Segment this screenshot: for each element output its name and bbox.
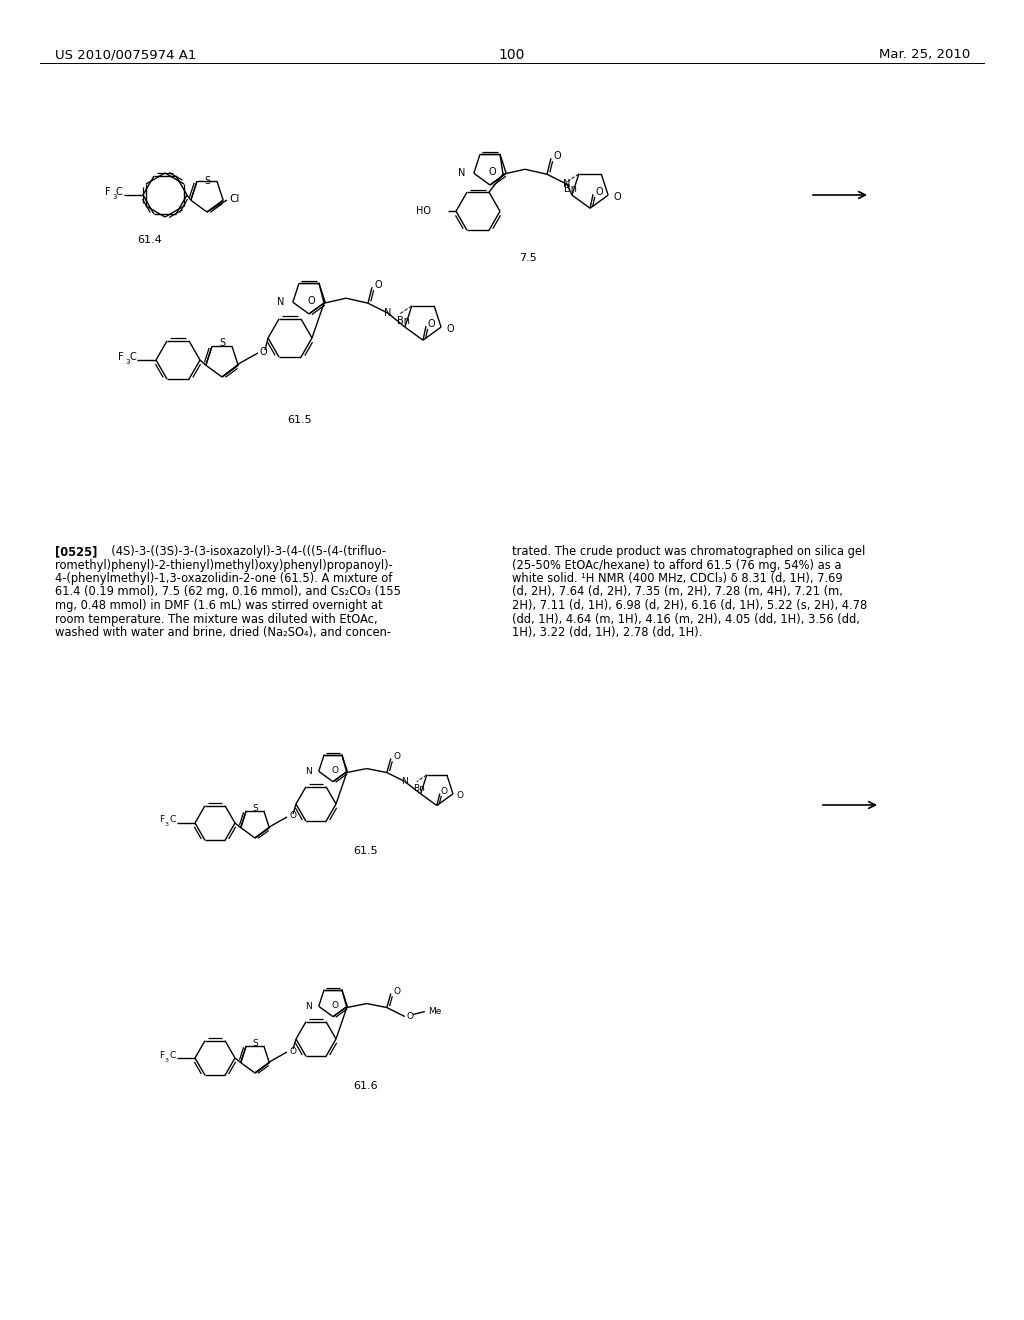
Text: N: N (459, 168, 466, 178)
Text: 61.4 (0.19 mmol), 7.5 (62 mg, 0.16 mmol), and Cs₂CO₃ (155: 61.4 (0.19 mmol), 7.5 (62 mg, 0.16 mmol)… (55, 586, 401, 598)
Text: N: N (305, 1002, 311, 1011)
Text: trated. The crude product was chromatographed on silica gel: trated. The crude product was chromatogr… (512, 545, 865, 558)
Text: O: O (407, 1012, 414, 1022)
Text: O: O (289, 812, 296, 821)
Text: O: O (260, 347, 267, 356)
Text: S: S (204, 177, 210, 186)
Text: F: F (118, 352, 124, 362)
Text: Me: Me (428, 1007, 441, 1016)
Text: O: O (488, 168, 496, 177)
Text: O: O (554, 152, 561, 161)
Text: (4S)-3-((3S)-3-(3-isoxazolyl)-3-(4-(((5-(4-(trifluo-: (4S)-3-((3S)-3-(3-isoxazolyl)-3-(4-(((5-… (104, 545, 386, 558)
Text: C: C (169, 1051, 175, 1060)
Text: 3: 3 (125, 359, 129, 366)
Text: 61.5: 61.5 (288, 414, 312, 425)
Text: F: F (105, 187, 111, 197)
Text: washed with water and brine, dried (Na₂SO₄), and concen-: washed with water and brine, dried (Na₂S… (55, 626, 391, 639)
Text: C: C (116, 187, 123, 197)
Text: Bn: Bn (413, 784, 425, 793)
Text: N: N (384, 308, 391, 318)
Text: 4-(phenylmethyl)-1,3-oxazolidin-2-one (61.5). A mixture of: 4-(phenylmethyl)-1,3-oxazolidin-2-one (6… (55, 572, 392, 585)
Text: 1H), 3.22 (dd, 1H), 2.78 (dd, 1H).: 1H), 3.22 (dd, 1H), 2.78 (dd, 1H). (512, 626, 702, 639)
Text: O: O (289, 1047, 296, 1056)
Text: white solid. ¹H NMR (400 MHz, CDCl₃) δ 8.31 (d, 1H), 7.69: white solid. ¹H NMR (400 MHz, CDCl₃) δ 8… (512, 572, 843, 585)
Text: O: O (307, 296, 314, 306)
Text: 61.5: 61.5 (353, 846, 378, 855)
Text: O: O (332, 1001, 339, 1010)
Text: O: O (595, 187, 603, 197)
Text: romethyl)phenyl)-2-thienyl)methyl)oxy)phenyl)propanoyl)-: romethyl)phenyl)-2-thienyl)methyl)oxy)ph… (55, 558, 393, 572)
Text: (25-50% EtOAc/hexane) to afford 61.5 (76 mg, 54%) as a: (25-50% EtOAc/hexane) to afford 61.5 (76… (512, 558, 842, 572)
Text: HO: HO (416, 206, 431, 216)
Text: S: S (252, 1039, 258, 1048)
Text: O: O (394, 987, 400, 997)
Text: O: O (332, 766, 339, 775)
Text: F: F (159, 1051, 164, 1060)
Text: 100: 100 (499, 48, 525, 62)
Text: 2H), 7.11 (d, 1H), 6.98 (d, 2H), 6.16 (d, 1H), 5.22 (s, 2H), 4.78: 2H), 7.11 (d, 1H), 6.98 (d, 2H), 6.16 (d… (512, 599, 867, 612)
Text: 61.4: 61.4 (137, 235, 163, 246)
Text: Mar. 25, 2010: Mar. 25, 2010 (879, 48, 970, 61)
Text: US 2010/0075974 A1: US 2010/0075974 A1 (55, 48, 197, 61)
Text: O: O (428, 319, 435, 329)
Text: O: O (394, 752, 400, 762)
Text: O: O (446, 325, 454, 334)
Text: 3: 3 (112, 194, 117, 201)
Text: C: C (169, 816, 175, 825)
Text: O: O (375, 280, 383, 290)
Text: (d, 2H), 7.64 (d, 2H), 7.35 (m, 2H), 7.28 (m, 4H), 7.21 (m,: (d, 2H), 7.64 (d, 2H), 7.35 (m, 2H), 7.2… (512, 586, 843, 598)
Text: room temperature. The mixture was diluted with EtOAc,: room temperature. The mixture was dilute… (55, 612, 378, 626)
Text: [0525]: [0525] (55, 545, 97, 558)
Text: O: O (457, 791, 464, 800)
Text: 61.6: 61.6 (353, 1081, 378, 1092)
Text: Bn: Bn (564, 183, 577, 194)
Text: N: N (563, 180, 570, 189)
Text: F: F (159, 816, 164, 825)
Text: O: O (613, 193, 621, 202)
Text: N: N (305, 767, 311, 776)
Text: 7.5: 7.5 (519, 253, 537, 263)
Text: 3: 3 (165, 1057, 169, 1063)
Text: N: N (401, 777, 409, 785)
Text: Bn: Bn (397, 315, 410, 326)
Text: 3: 3 (165, 822, 169, 828)
Text: O: O (440, 787, 447, 796)
Text: S: S (219, 338, 225, 348)
Text: N: N (278, 297, 285, 308)
Text: mg, 0.48 mmol) in DMF (1.6 mL) was stirred overnight at: mg, 0.48 mmol) in DMF (1.6 mL) was stirr… (55, 599, 383, 612)
Text: C: C (129, 352, 136, 362)
Text: (dd, 1H), 4.64 (m, 1H), 4.16 (m, 2H), 4.05 (dd, 1H), 3.56 (dd,: (dd, 1H), 4.64 (m, 1H), 4.16 (m, 2H), 4.… (512, 612, 860, 626)
Text: Cl: Cl (229, 194, 240, 205)
Text: S: S (252, 804, 258, 813)
